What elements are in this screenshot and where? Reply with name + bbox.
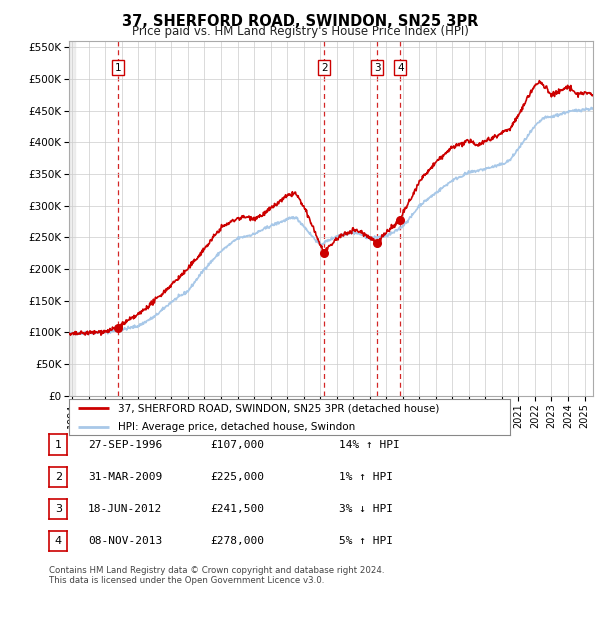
Text: 18-JUN-2012: 18-JUN-2012 bbox=[88, 504, 163, 514]
Text: 3: 3 bbox=[55, 504, 62, 514]
Text: 5% ↑ HPI: 5% ↑ HPI bbox=[339, 536, 393, 546]
Text: Contains HM Land Registry data © Crown copyright and database right 2024.: Contains HM Land Registry data © Crown c… bbox=[49, 566, 385, 575]
Text: 1: 1 bbox=[55, 440, 62, 450]
Text: 27-SEP-1996: 27-SEP-1996 bbox=[88, 440, 163, 450]
Text: 08-NOV-2013: 08-NOV-2013 bbox=[88, 536, 163, 546]
Text: Price paid vs. HM Land Registry's House Price Index (HPI): Price paid vs. HM Land Registry's House … bbox=[131, 25, 469, 38]
Text: £278,000: £278,000 bbox=[210, 536, 264, 546]
Text: £241,500: £241,500 bbox=[210, 504, 264, 514]
Text: 4: 4 bbox=[397, 63, 404, 73]
Text: 3: 3 bbox=[374, 63, 380, 73]
Text: 1% ↑ HPI: 1% ↑ HPI bbox=[339, 472, 393, 482]
Text: £225,000: £225,000 bbox=[210, 472, 264, 482]
Text: HPI: Average price, detached house, Swindon: HPI: Average price, detached house, Swin… bbox=[118, 422, 355, 432]
Text: 4: 4 bbox=[55, 536, 62, 546]
Text: 2: 2 bbox=[321, 63, 328, 73]
Text: This data is licensed under the Open Government Licence v3.0.: This data is licensed under the Open Gov… bbox=[49, 575, 325, 585]
Text: 37, SHERFORD ROAD, SWINDON, SN25 3PR: 37, SHERFORD ROAD, SWINDON, SN25 3PR bbox=[122, 14, 478, 29]
Text: 14% ↑ HPI: 14% ↑ HPI bbox=[339, 440, 400, 450]
Text: 2: 2 bbox=[55, 472, 62, 482]
Text: 37, SHERFORD ROAD, SWINDON, SN25 3PR (detached house): 37, SHERFORD ROAD, SWINDON, SN25 3PR (de… bbox=[118, 403, 439, 414]
Text: 1: 1 bbox=[115, 63, 121, 73]
Text: 31-MAR-2009: 31-MAR-2009 bbox=[88, 472, 163, 482]
Text: 3% ↓ HPI: 3% ↓ HPI bbox=[339, 504, 393, 514]
Text: £107,000: £107,000 bbox=[210, 440, 264, 450]
